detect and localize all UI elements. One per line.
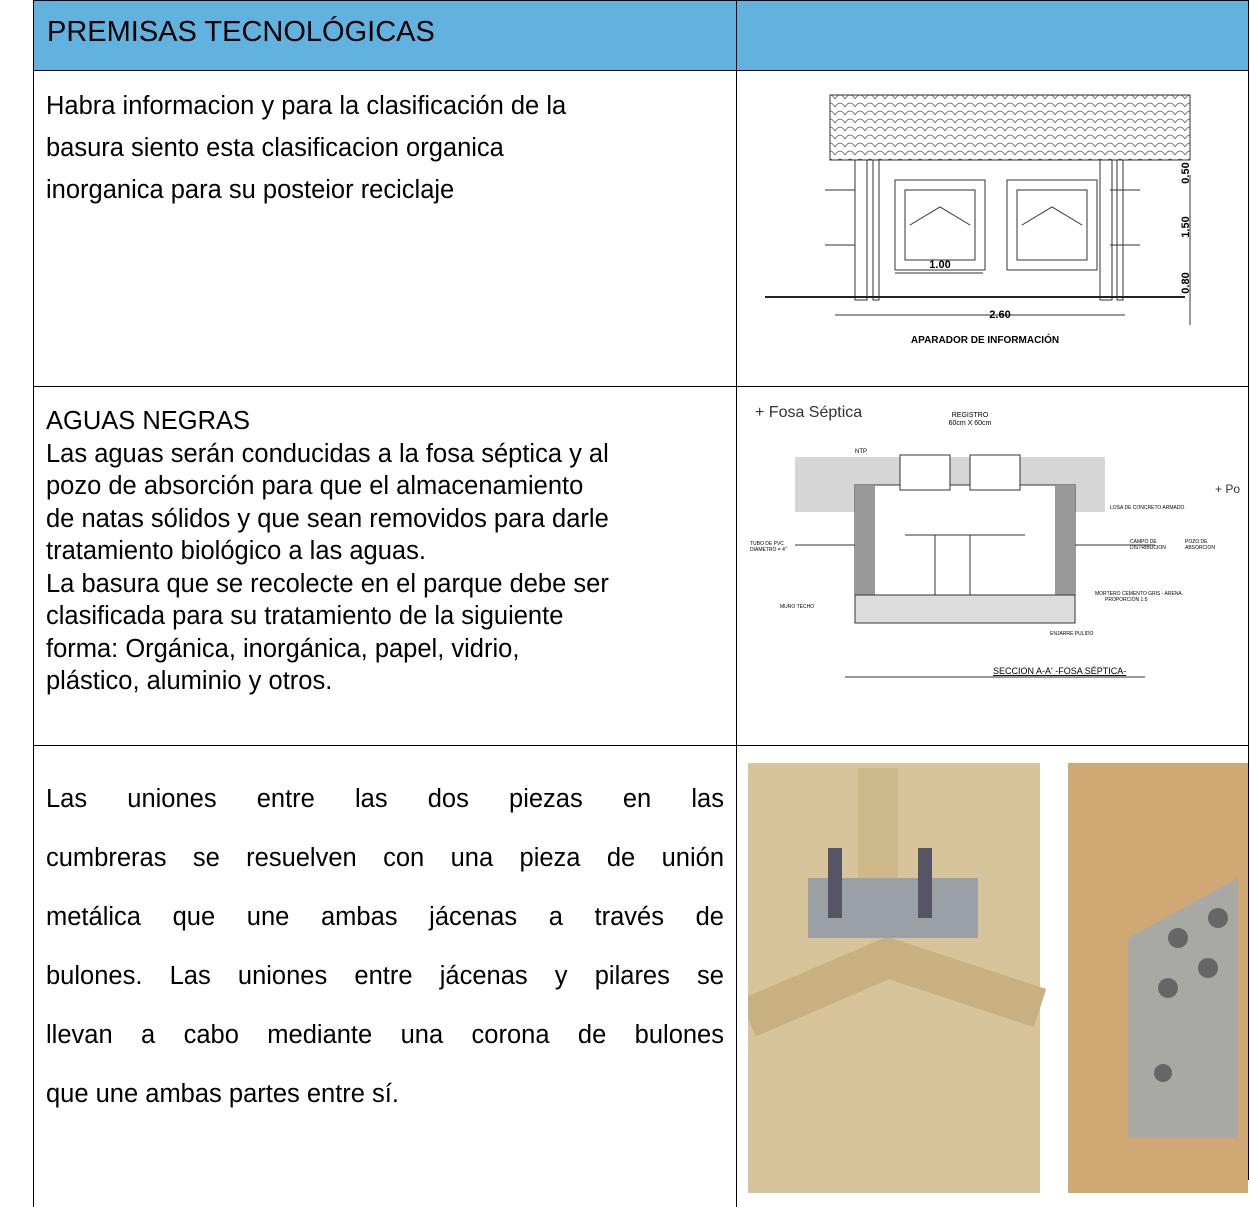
section-label: SECCION A-A' -FOSA SÉPTICA- — [993, 666, 1126, 676]
figure-caption: APARADOR DE INFORMACIÓN — [911, 333, 1059, 346]
text-line: que une ambas partes entre sí. — [46, 1080, 399, 1108]
text-line: llevan a cabo mediante una corona de bul… — [46, 1021, 724, 1049]
septic-drawing: + Fosa Séptica REGISTRO 60cm X 60cm NTP … — [750, 404, 1240, 678]
label: DISTRIBUCION — [1130, 545, 1166, 551]
table: PREMISAS TECNOLÓGICAS — [33, 0, 1249, 1207]
left-border — [33, 0, 34, 1207]
label: LOSA DE CONCRETO ARMADO — [1110, 505, 1184, 511]
label: CAMPO DE — [1130, 539, 1157, 545]
dim-label: 0.50 — [1180, 162, 1192, 183]
figure-title: + Fosa Séptica — [755, 404, 862, 421]
row-line — [33, 745, 1249, 746]
label: PROPORCION 1:5 — [1105, 597, 1148, 603]
photos — [748, 763, 1248, 1193]
text-line: inorganica para su posteior reciclaje — [46, 176, 455, 204]
label: ABSORCION — [1185, 545, 1215, 551]
text-line: Habra informacion y para la clasificació… — [46, 92, 567, 120]
kiosk-drawing: 1.00 2.60 0.50 1.50 0.80 APARADOR DE INF… — [765, 94, 1192, 346]
label: DIAMETRO = 4" — [750, 547, 787, 553]
row-line — [33, 386, 1249, 387]
text-line: pozo de absorción para que el almacenami… — [46, 472, 584, 500]
dim-label: 1.50 — [1180, 216, 1192, 237]
label: + Po — [1215, 482, 1240, 496]
col-divider — [736, 0, 737, 1207]
text-line: plástico, aluminio y otros. — [46, 667, 333, 695]
text-line: Las uniones entre las dos piezas en las — [46, 785, 724, 813]
text-line: tratamiento biológico a las aguas. — [46, 537, 426, 565]
text-line: AGUAS NEGRAS — [46, 407, 251, 435]
label: 60cm X 60cm — [949, 420, 992, 427]
text-line: de natas sólidos y que sean removidos pa… — [46, 504, 609, 533]
text-line: cumbreras se resuelven con una pieza de … — [46, 844, 724, 872]
text-line: clasificada para su tratamiento de la si… — [46, 602, 564, 630]
label: MORTERO CEMENTO GRIS - ARENA — [1095, 591, 1182, 597]
right-border — [1248, 0, 1249, 1180]
dim-label: 2.60 — [989, 309, 1010, 321]
label: TUBO DE PVC — [750, 541, 784, 547]
header-title: PREMISAS TECNOLÓGICAS — [47, 16, 435, 48]
label: MURO TECHO — [780, 604, 814, 610]
text-line: forma: Orgánica, inorgánica, papel, vidr… — [46, 634, 520, 663]
label: POZO DE — [1185, 539, 1208, 545]
label: REGISTRO — [952, 412, 989, 419]
text-line: basura siento esta clasificacion organic… — [46, 134, 504, 162]
cell-text: Las uniones entre las dos piezas en las c… — [46, 770, 724, 1124]
text-line: Las aguas serán conducidas a la fosa sép… — [46, 439, 609, 468]
cell-text: AGUAS NEGRAS Las aguas serán conducidas a… — [46, 405, 609, 698]
dim-label: 0.80 — [1180, 272, 1192, 293]
cell-text: Habra informacion y para la clasificació… — [46, 85, 566, 211]
label: NTP — [855, 449, 867, 455]
header-row — [33, 0, 1249, 71]
dim-label: 1.00 — [929, 259, 950, 271]
text-line: bulones. Las uniones entre jácenas y pil… — [46, 962, 724, 990]
text-line: metálica que une ambas jácenas a través … — [46, 903, 724, 931]
label: ENJARRE PULIDO — [1050, 631, 1093, 637]
text-line: La basura que se recolecte en el parque … — [46, 569, 609, 598]
